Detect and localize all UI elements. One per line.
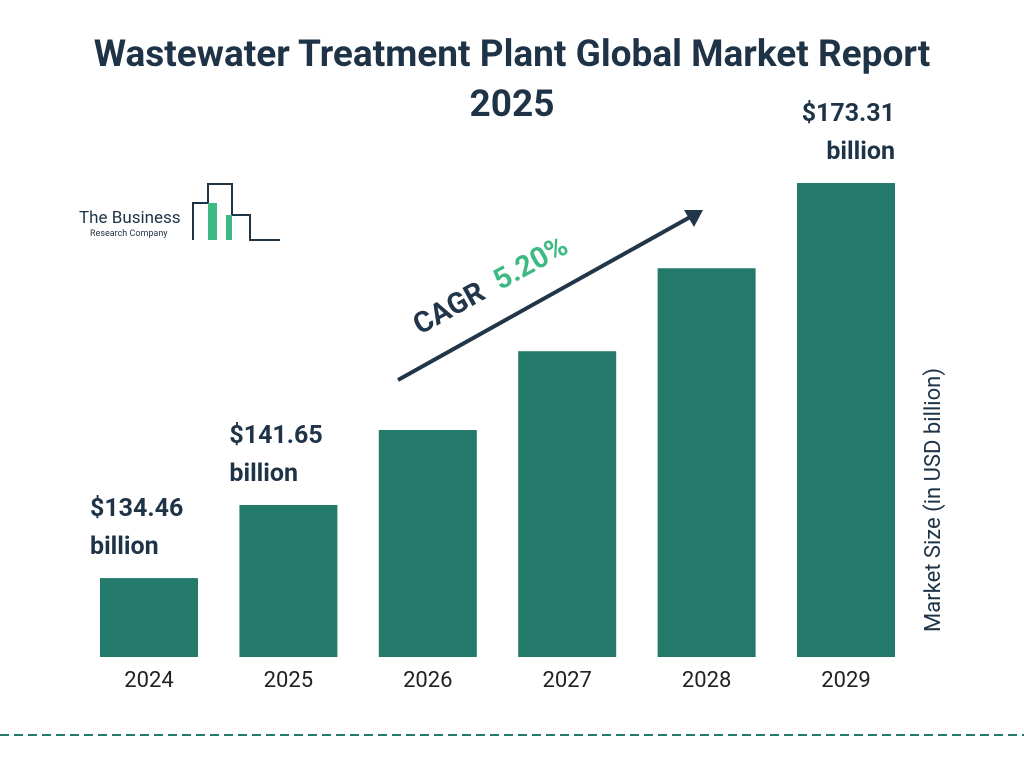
cagr-arrowhead (684, 210, 703, 227)
x-tick-label: 2026 (403, 668, 452, 693)
bar (797, 183, 895, 657)
cagr-label: CAGR (407, 275, 490, 342)
value-label: $173.31 billion (801, 99, 895, 167)
x-tick-label: 2025 (264, 668, 313, 693)
x-tick-label: 2024 (124, 668, 173, 693)
chart-title: Wastewater Treatment Plant Global Market… (93, 33, 931, 126)
logo-outline (192, 183, 280, 241)
cagr-arrow (397, 214, 693, 382)
logo-text: Research Company (90, 229, 168, 239)
logo: The Business Research Company (79, 183, 280, 241)
bar (518, 351, 617, 657)
logo-text: The Business (79, 208, 181, 228)
bar (239, 504, 338, 657)
cagr-text: CAGR 5.20% (407, 229, 574, 342)
bar (657, 268, 756, 657)
x-tick-label: 2028 (682, 668, 731, 693)
logo-bar (226, 215, 232, 240)
bar (378, 430, 477, 657)
x-tick-label: 2027 (542, 668, 591, 693)
bar (100, 578, 198, 657)
value-label: $134.46 billion (90, 494, 184, 562)
logo-bar (208, 203, 217, 240)
x-tick-label: 2029 (821, 668, 870, 693)
value-label: $141.65 billion (229, 420, 323, 488)
y-axis-label: Market Size (in USD billion) (921, 368, 946, 632)
